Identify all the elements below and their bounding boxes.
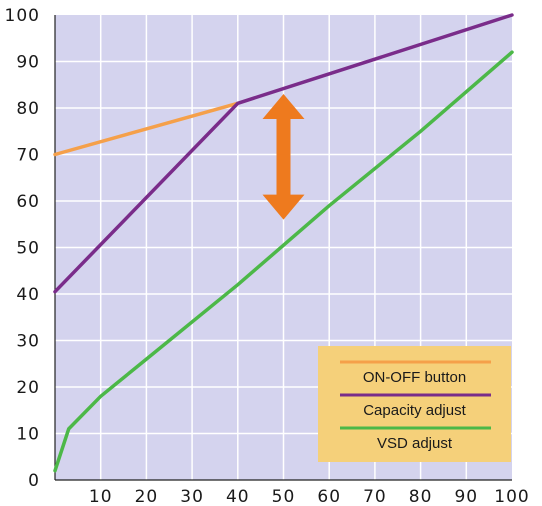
y-tick-label: 10	[16, 425, 40, 445]
x-tick-label: 20	[135, 487, 159, 506]
x-tick-label: 90	[454, 487, 478, 506]
legend-box	[318, 346, 511, 462]
y-tick-label: 80	[16, 99, 40, 119]
y-tick-label: 60	[16, 192, 40, 212]
y-tick-label: 70	[16, 146, 40, 166]
legend-label: Capacity adjust	[363, 402, 466, 419]
x-tick-label: 80	[409, 487, 433, 506]
y-tick-label: 40	[16, 285, 40, 305]
y-tick-label: 20	[16, 378, 40, 398]
y-tick-label: 90	[16, 53, 40, 73]
legend-label: VSD adjust	[377, 435, 453, 452]
y-tick-label: 50	[16, 239, 40, 259]
y-tick-label: 100	[5, 6, 40, 26]
series-line	[53, 101, 240, 157]
x-tick-label: 50	[272, 487, 296, 506]
x-tick-label: 100	[494, 487, 529, 506]
double-arrow-annotation	[262, 94, 305, 220]
x-tick-label: 30	[180, 487, 204, 506]
y-tick-label: 0	[28, 471, 40, 491]
y-tick-label: 30	[16, 332, 40, 352]
x-tick-label: 40	[226, 487, 250, 506]
x-tick-label: 10	[89, 487, 113, 506]
x-tick-label: 60	[317, 487, 341, 506]
series-line	[53, 50, 514, 473]
x-tick-label: 70	[363, 487, 387, 506]
legend-label: ON-OFF button	[363, 369, 466, 386]
series-line	[53, 13, 514, 294]
